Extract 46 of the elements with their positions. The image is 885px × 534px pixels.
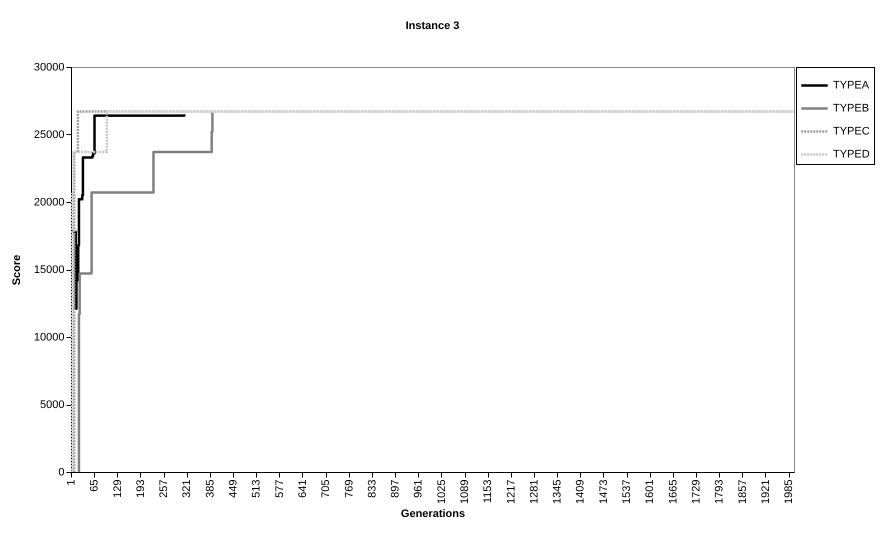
legend-label: TYPEA xyxy=(833,80,870,92)
x-tick-label: 769 xyxy=(343,480,356,498)
x-tick-label: 1409 xyxy=(574,480,587,504)
y-axis-title: Score xyxy=(10,254,23,286)
x-tick-label: 193 xyxy=(134,480,147,498)
y-tick-label: 25000 xyxy=(34,129,64,141)
x-tick-label: 577 xyxy=(274,480,286,498)
y-tick-label: 20000 xyxy=(34,196,64,208)
x-tick-label: 1921 xyxy=(760,480,772,504)
x-tick-label: 1793 xyxy=(714,480,726,504)
x-tick-label: 1601 xyxy=(644,480,656,504)
x-tick-label: 1665 xyxy=(667,480,680,504)
x-tick-label: 1217 xyxy=(505,480,518,504)
x-tick-label: 1857 xyxy=(736,480,749,504)
x-tick-label: 1537 xyxy=(621,480,634,504)
x-tick-label: 1281 xyxy=(528,480,540,504)
y-tick-label: 0 xyxy=(58,466,64,478)
x-tick-label: 65 xyxy=(88,480,101,492)
y-tick-label: 5000 xyxy=(40,399,64,411)
x-tick-label: 1153 xyxy=(482,480,494,504)
x-tick-label: 385 xyxy=(204,480,216,498)
x-tick-label: 1 xyxy=(66,480,78,486)
x-tick-label: 705 xyxy=(320,480,332,498)
legend-label: TYPEB xyxy=(833,102,870,114)
x-axis-title: Generations xyxy=(400,508,466,520)
x-tick-label: 833 xyxy=(366,480,378,498)
y-tick-label: 30000 xyxy=(34,62,64,74)
x-tick-label: 1985 xyxy=(783,480,796,504)
x-tick-label: 897 xyxy=(390,480,402,498)
y-tick-label: 10000 xyxy=(34,332,64,344)
legend-label: TYPEC xyxy=(833,126,870,138)
x-tick-label: 1729 xyxy=(690,480,702,504)
x-tick-label: 129 xyxy=(112,480,124,498)
x-tick-label: 1089 xyxy=(459,480,472,504)
legend-label: TYPED xyxy=(833,148,870,160)
chart-title: Instance 3 xyxy=(406,20,460,32)
x-tick-label: 1473 xyxy=(598,480,610,504)
x-tick-label: 513 xyxy=(250,480,263,498)
x-tick-label: 641 xyxy=(296,480,309,498)
x-tick-label: 1345 xyxy=(552,480,564,504)
x-tick-label: 449 xyxy=(228,480,240,498)
y-tick-label: 15000 xyxy=(34,264,64,276)
x-tick-label: 961 xyxy=(412,480,425,498)
x-tick-label: 1025 xyxy=(436,480,448,504)
x-tick-label: 321 xyxy=(181,480,194,498)
x-tick-label: 257 xyxy=(158,480,170,498)
